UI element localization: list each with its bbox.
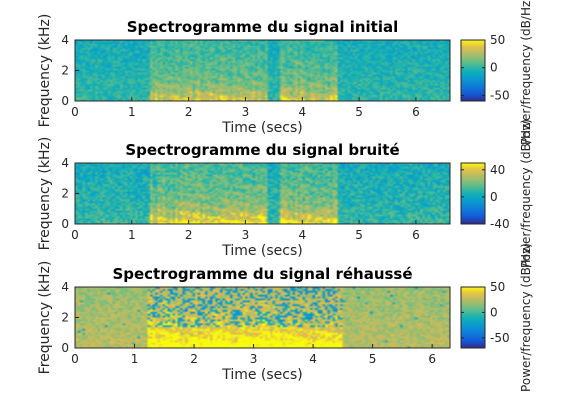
x-tick-label: 1 <box>128 228 136 242</box>
spectrogram-image-1 <box>75 40 450 101</box>
y-tick-label: 0 <box>61 341 69 355</box>
colorbar-tick-label: 0 <box>490 305 498 319</box>
x-tick-label: 6 <box>412 105 420 119</box>
colorbar-tick-label: 50 <box>490 33 505 47</box>
colorbar-tick-label: 0 <box>490 190 498 204</box>
colorbar-label-2: Power/frequency (dB/Hz) <box>519 119 533 268</box>
x-axis-label-1: Time (secs) <box>221 120 303 136</box>
x-tick-label: 6 <box>428 352 436 366</box>
colorbar-label-1: Power/frequency (dB/Hz) <box>519 0 533 145</box>
x-tick-label: 3 <box>242 105 250 119</box>
y-tick-label: 2 <box>61 64 69 78</box>
colorbar-1 <box>460 39 486 102</box>
x-tick-label: 1 <box>128 105 136 119</box>
colorbar-tick-label: -50 <box>490 331 510 345</box>
colorbar-tick-label: -40 <box>490 217 510 231</box>
y-axis-label-2: Frequency (kHz) <box>37 137 53 251</box>
plot-title-3: Spectrogramme du signal réhaussé <box>112 265 412 283</box>
x-tick-label: 1 <box>131 352 139 366</box>
x-tick-label: 3 <box>242 228 250 242</box>
colorbar-2 <box>460 162 486 225</box>
x-tick-label: 0 <box>71 228 79 242</box>
y-tick-label: 2 <box>61 187 69 201</box>
x-tick-label: 3 <box>250 352 258 366</box>
colorbar-tick-label: -50 <box>490 88 510 102</box>
y-tick-label: 2 <box>61 311 69 325</box>
colorbar-tick-label: 40 <box>490 163 505 177</box>
y-axis-label-3: Frequency (kHz) <box>37 261 53 375</box>
y-axis-label-1: Frequency (kHz) <box>37 14 53 128</box>
colorbar-tick-label: 50 <box>490 280 505 294</box>
x-tick-label: 5 <box>355 105 363 119</box>
x-tick-label: 4 <box>309 352 317 366</box>
x-tick-label: 4 <box>298 228 306 242</box>
spectrogram-image-3 <box>75 287 450 348</box>
y-tick-label: 4 <box>61 156 69 170</box>
y-tick-label: 4 <box>61 33 69 47</box>
y-tick-label: 0 <box>61 94 69 108</box>
x-tick-label: 6 <box>412 228 420 242</box>
plot-title-1: Spectrogramme du signal initial <box>127 18 399 36</box>
y-tick-label: 4 <box>61 280 69 294</box>
plot-title-2: Spectrogramme du signal bruité <box>125 141 399 159</box>
spectrogram-image-2 <box>75 163 450 224</box>
x-tick-label: 0 <box>71 105 79 119</box>
x-tick-label: 2 <box>185 105 193 119</box>
colorbar-label-3: Power/frequency (dB/Hz) <box>519 243 533 392</box>
x-axis-label-3: Time (secs) <box>221 367 303 383</box>
y-tick-label: 0 <box>61 217 69 231</box>
x-tick-label: 2 <box>190 352 198 366</box>
colorbar-tick-label: 0 <box>490 61 498 75</box>
x-tick-label: 2 <box>185 228 193 242</box>
colorbar-3 <box>460 286 486 349</box>
x-tick-label: 0 <box>71 352 79 366</box>
x-tick-label: 5 <box>369 352 377 366</box>
x-tick-label: 4 <box>298 105 306 119</box>
x-tick-label: 5 <box>355 228 363 242</box>
x-axis-label-2: Time (secs) <box>221 243 303 259</box>
